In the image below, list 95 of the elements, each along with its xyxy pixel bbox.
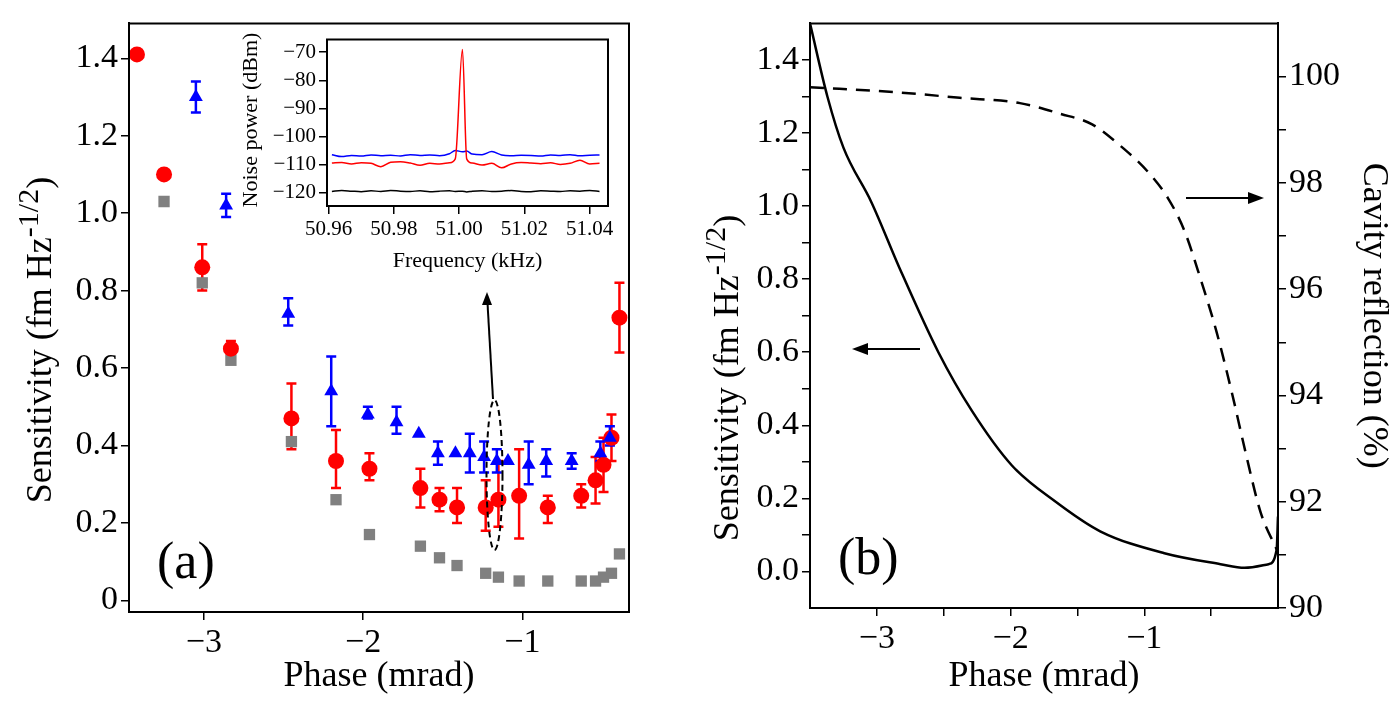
point [542, 575, 554, 587]
point [511, 487, 528, 504]
point [330, 494, 342, 506]
annotation: (b) [838, 527, 899, 586]
point [539, 452, 554, 465]
y-tick-label: −90 [283, 94, 316, 119]
y-tick-label: −120 [272, 179, 316, 204]
annotation: (a) [157, 531, 215, 590]
y-tick-label: −100 [272, 122, 316, 147]
point [448, 445, 463, 458]
y-tick-label: 0.6 [75, 346, 118, 384]
y-tick-label: 0.0 [756, 550, 799, 588]
y2-tick-label: 94 [1289, 374, 1323, 412]
point [285, 435, 298, 448]
y2-tick-label: 90 [1289, 586, 1323, 624]
point [480, 567, 492, 579]
y-tick-label: −110 [273, 150, 316, 175]
y-tick-label: 0.4 [75, 424, 118, 462]
x-tick-label: 51.00 [435, 216, 483, 241]
point [196, 277, 208, 289]
point [411, 425, 426, 438]
point [602, 429, 617, 442]
point [324, 383, 339, 396]
point [412, 480, 429, 497]
y2-axis-title: Cavity reflection (%) [1355, 162, 1396, 469]
y2-tick-label: 100 [1289, 55, 1340, 93]
y-tick-label: −70 [283, 38, 316, 63]
point [188, 88, 203, 101]
point [129, 46, 145, 63]
point [281, 305, 296, 318]
point [613, 548, 626, 560]
point [587, 472, 604, 489]
x-tick-label: −2 [992, 618, 1029, 656]
x-axis-title: Frequency (kHz) [392, 246, 543, 272]
point [430, 445, 445, 458]
point [222, 340, 239, 357]
point [219, 197, 234, 210]
x-tick-label: 51.02 [500, 216, 549, 241]
y-tick-label: 1.0 [75, 192, 118, 230]
point [431, 491, 448, 508]
point [158, 195, 170, 208]
y-tick-label: 0.4 [756, 404, 799, 442]
y-tick-label: 1.2 [756, 111, 799, 149]
y-tick-label: 1.4 [756, 38, 799, 76]
y-tick-label: 0 [101, 579, 118, 617]
line-series [331, 48, 601, 169]
x-tick-label: −3 [185, 622, 222, 660]
y-tick-label: 0.2 [75, 501, 118, 539]
x-tick-label: 50.96 [305, 216, 353, 241]
point [564, 452, 579, 465]
point [363, 528, 376, 541]
point [501, 452, 515, 465]
point [573, 487, 590, 504]
point [605, 567, 618, 579]
x-tick-label: −3 [858, 618, 895, 656]
point [490, 491, 507, 508]
point [489, 452, 504, 465]
point [462, 445, 477, 458]
point [451, 559, 463, 572]
point [611, 309, 628, 326]
y2-tick-label: 98 [1289, 161, 1323, 199]
y2-tick-label: 96 [1289, 268, 1323, 306]
x-tick-label: 51.04 [566, 216, 614, 241]
point [433, 552, 446, 564]
y-axis-title: Noise power (dBm) [237, 32, 262, 208]
y-tick-label: 0.6 [756, 331, 799, 369]
x-tick-label: 50.98 [370, 216, 418, 241]
point [194, 259, 211, 276]
line-series [331, 149, 601, 158]
y-tick-label: 0.8 [756, 258, 799, 296]
point [539, 499, 556, 516]
point [156, 166, 173, 183]
point [595, 456, 612, 473]
point [492, 571, 505, 583]
y-tick-label: 0.8 [75, 269, 118, 307]
x-axis-title: Phase (mrad) [948, 653, 1140, 694]
x-tick-label: −1 [1126, 618, 1163, 656]
y-tick-label: 1.2 [75, 114, 118, 152]
point [225, 354, 237, 366]
x-tick-label: −1 [504, 622, 541, 660]
point [414, 540, 427, 552]
y-tick-label: 0.2 [756, 477, 799, 515]
point [513, 575, 525, 587]
point [283, 410, 300, 427]
y2-tick-label: 92 [1289, 480, 1323, 518]
point [389, 414, 404, 427]
y-tick-label: −80 [283, 66, 316, 91]
point [328, 452, 345, 469]
y-tick-label: 1.0 [756, 185, 799, 223]
point [449, 499, 466, 516]
point [575, 575, 587, 587]
y-tick-label: 1.4 [75, 37, 118, 75]
point [593, 445, 608, 458]
point [521, 456, 536, 469]
point [361, 460, 378, 477]
